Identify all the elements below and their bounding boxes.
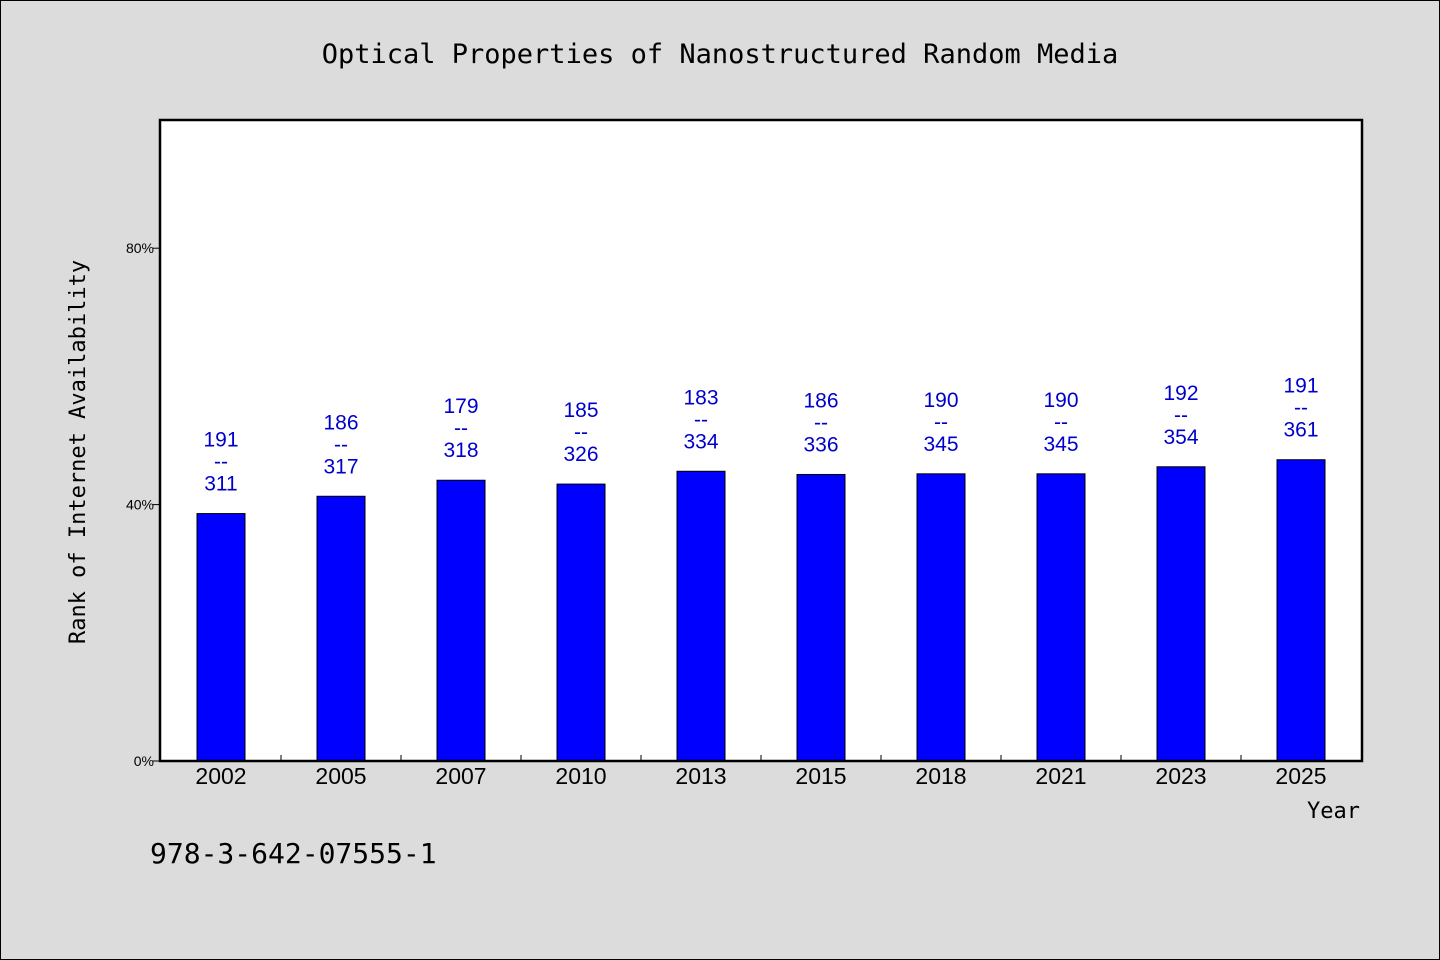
data-label-top-2015: 186 <box>803 389 838 412</box>
x-tick-label-2005: 2005 <box>315 763 366 789</box>
x-tick-label-2002: 2002 <box>195 763 246 789</box>
y-tick-label-80: 80% <box>126 240 154 256</box>
y-axis-ticks: 0% 40% 80% <box>126 240 160 769</box>
data-label-sep-2021: -- <box>1054 411 1068 434</box>
x-axis-label: Year <box>1307 799 1360 824</box>
bar-2015 <box>796 473 846 762</box>
data-label-sep-2002: -- <box>214 451 228 474</box>
y-tick-label-40: 40% <box>126 497 154 513</box>
data-label-bottom-2010: 326 <box>563 443 598 466</box>
data-label-top-2025: 191 <box>1283 375 1318 398</box>
bar-2023 <box>1156 466 1206 762</box>
data-label-sep-2007: -- <box>454 417 468 440</box>
data-label-sep-2013: -- <box>694 408 708 431</box>
bar-2025 <box>1276 459 1326 762</box>
x-tick-label-2018: 2018 <box>915 763 966 789</box>
x-axis-ticks: 2002 2005 2007 2010 2013 2015 2018 2021 2023 2025 <box>195 755 1327 789</box>
data-label-bottom-2025: 361 <box>1283 419 1318 442</box>
data-label-top-2010: 185 <box>563 399 598 422</box>
bar-2007 <box>436 479 486 762</box>
data-label-bottom-2021: 345 <box>1043 433 1078 456</box>
plot-border <box>158 118 1364 763</box>
x-tick-label-2021: 2021 <box>1035 763 1086 789</box>
data-label-top-2018: 190 <box>923 389 958 412</box>
x-tick-label-2023: 2023 <box>1155 763 1206 789</box>
x-tick-label-2015: 2015 <box>795 763 846 789</box>
data-label-bottom-2018: 345 <box>923 433 958 456</box>
x-tick-label-2013: 2013 <box>675 763 726 789</box>
x-tick-label-2025: 2025 <box>1275 763 1326 789</box>
data-label-bottom-2015: 336 <box>803 433 838 456</box>
x-tick-label-2010: 2010 <box>555 763 606 789</box>
isbn-text: 978-3-642-07555-1 <box>150 837 437 870</box>
data-label-bottom-2002: 311 <box>204 473 237 496</box>
data-label-top-2002: 191 <box>203 429 238 452</box>
data-label-sep-2018: -- <box>934 411 948 434</box>
bar-2010 <box>556 483 606 762</box>
data-label-top-2023: 192 <box>1163 382 1198 405</box>
data-label-bottom-2007: 318 <box>443 439 478 462</box>
bars-layer <box>196 459 1326 762</box>
data-label-bottom-2005: 317 <box>323 455 358 478</box>
data-label-top-2013: 183 <box>683 386 718 409</box>
data-label-sep-2010: -- <box>574 421 588 444</box>
data-label-bottom-2013: 334 <box>683 430 718 453</box>
bar-2013 <box>676 470 726 762</box>
data-label-top-2007: 179 <box>443 395 478 418</box>
bar-2021 <box>1036 473 1086 762</box>
y-tick-label-0: 0% <box>134 753 154 769</box>
bar-2005 <box>316 495 366 762</box>
data-label-sep-2023: -- <box>1174 404 1188 427</box>
data-label-top-2005: 186 <box>323 411 358 434</box>
x-tick-label-2007: 2007 <box>435 763 486 789</box>
bar-2018 <box>916 473 966 762</box>
data-label-sep-2025: -- <box>1294 397 1308 420</box>
data-label-top-2021: 190 <box>1043 389 1078 412</box>
data-label-bottom-2023: 354 <box>1163 426 1198 449</box>
data-labels-layer: 191--311186--317179--318185--326183--334… <box>203 375 1318 496</box>
chart-title: Optical Properties of Nanostructured Ran… <box>322 39 1119 70</box>
data-label-sep-2005: -- <box>334 433 348 456</box>
bar-2002 <box>196 513 246 762</box>
data-label-sep-2015: -- <box>814 411 828 434</box>
y-axis-label: Rank of Internet Availability <box>66 260 91 644</box>
